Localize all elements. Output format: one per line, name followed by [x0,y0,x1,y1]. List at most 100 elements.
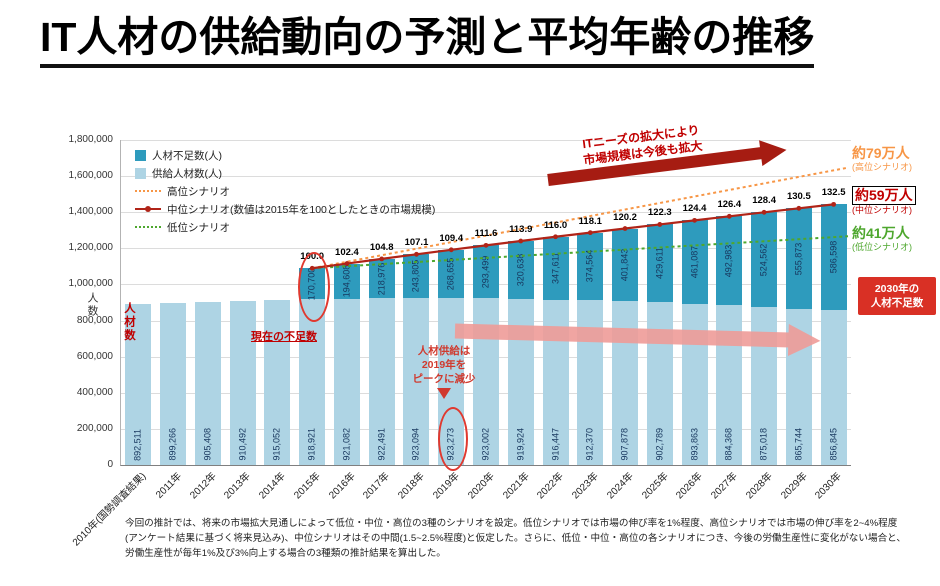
index-value-label: 107.1 [404,237,429,249]
shortage-segment: 374,564 [577,232,604,301]
supply-segment: 923,094 [403,298,430,465]
mid-line-marker [796,205,802,211]
index-value-label: 126.4 [717,199,742,211]
shortage-segment: 347,611 [542,236,569,300]
label-jinzai-su: 人材数 [123,302,135,343]
chart-legend: 人材不足数(人) 供給人材数(人) 高位シナリオ中位シナリオ(数値は2015年を10… [135,146,435,236]
shortage-segment: 320,638 [507,241,534,299]
legend-item: 中位シナリオ(数値は2015年を100としたときの市場規模) [135,200,435,218]
y-axis-title: 人数 [86,292,98,318]
x-axis-label-text: 2019年 [431,470,462,502]
legend-label: 供給人材数(人) [152,167,222,180]
scenario-line-mid [312,203,834,270]
index-labels-layer: 100.0 102.4 104.8 107.1 109.4 111.6 113.9 116.0… [121,140,851,465]
legend-label: 中位シナリオ(数値は2015年を100としたときの市場規模) [167,203,436,216]
legend-swatch [135,206,161,212]
y-tick-label: 1,600,000 [68,170,114,182]
legend-label: 低位シナリオ [167,221,230,234]
x-axis-label-text: 2028年 [744,470,775,502]
x-axis-label-text: 2022年 [535,470,567,502]
scenario-sub-label: (高位シナリオ) [852,161,912,172]
mid-line-marker [761,209,767,215]
mid-line-marker [379,256,385,262]
legend-label: 人材不足数(人) [152,149,222,162]
index-value-label: 130.5 [786,191,811,203]
x-axis-label-text: 2013年 [222,470,254,502]
y-axis-ticks: 0 200,000 400,000 600,000 800,000 1,000,000 1,… [69,134,851,470]
legend-item: 高位シナリオ [135,182,435,200]
legend-label: 高位シナリオ [167,185,230,198]
mid-line-marker [692,217,697,223]
x-axis-label-text: 2016年 [326,470,358,502]
label-high-scenario-value: 約79万人 (高位シナリオ) [852,145,912,173]
index-value-label: 128.4 [752,195,776,207]
bar: 923,094 243,805 [403,140,430,465]
page-title: IT人材の供給動向の予測と平均年齢の推移 [40,14,815,69]
index-value-label: 102.4 [335,246,359,258]
x-axis-label-text: 2029年 [778,470,810,502]
bar: 910,492 [229,140,256,465]
supply-segment: 918,921 [299,299,326,465]
scenario-line-high [312,166,849,270]
shortage-segment: 524,562 [751,212,778,308]
x-axis-label-text: 2011年 [153,470,184,501]
label-mid-scenario-value: 約59万人 (中位シナリオ) [852,186,916,216]
supply-segment: 922,491 [368,298,395,465]
x-axis-label-text: 2018年 [396,470,428,502]
mid-line-marker [726,213,732,219]
gridline [121,212,851,214]
legend-swatch [135,226,161,228]
index-value-label: 116.0 [543,219,568,231]
bar: 899,266 [160,140,187,465]
bar: 905,408 [194,140,221,465]
index-value-label: 120.2 [613,211,637,223]
x-axis-label-text: 2025年 [639,470,671,502]
index-value-label: 104.8 [369,241,394,253]
scenario-sub-label: (中位シナリオ) [852,205,912,216]
shortage-segment: 461,087 [681,220,708,304]
legend-swatch [135,149,146,161]
y-tick-label: 600,000 [76,350,113,362]
x-axis-label-text: 2015年 [292,470,323,502]
mid-line-marker [657,222,663,227]
legend-swatch [135,190,161,192]
x-axis-label-text: 2026年 [674,470,706,502]
mid-line-marker [518,238,524,244]
bar: 921,082 194,608 [333,140,360,465]
index-value-label: 132.5 [821,187,846,199]
chart-plot-area: 0 200,000 400,000 600,000 800,000 1,000,000 1,… [69,134,851,549]
supply-segment: 915,052 [264,299,291,465]
footnote: 今回の推計では、将来の市場拡大見通しによって低位・中位・高位の3種のシナリオを設… [125,518,906,559]
bar: 892,511 [125,140,152,465]
legend-item: 供給人材数(人) [135,164,435,182]
bar: 922,491 218,976 [368,140,395,465]
shortage-segment: 268,655 [438,249,465,299]
y-tick-label: 0 [107,459,113,470]
y-tick-label: 800,000 [76,314,113,326]
label-low-scenario-value: 約41万人 (低位シナリオ) [852,225,912,253]
index-value-label: 122.3 [647,207,672,219]
y-tick-label: 1,400,000 [68,206,114,218]
mid-line-marker [831,201,837,207]
x-axis-label-text: 2012年 [187,470,219,502]
scenario-lines-layer [309,166,849,271]
x-axis-label-text: 2017年 [361,470,393,502]
annotation-current-shortage: 現在の不足数 [251,331,317,343]
x-axis-label-text: 2024年 [605,470,636,502]
y-tick-label: 200,000 [76,422,113,434]
supply-segment: 856,845 [820,310,847,465]
supply-segment: 892,511 [125,303,152,465]
shortage-segment: 429,611 [646,224,673,302]
legend-swatch [135,167,146,179]
highlight-ellipse-2015-shortage [298,252,330,322]
legend-marker-dot [145,206,151,212]
index-value-label: 111.6 [474,228,498,240]
index-value-label: 124.4 [682,203,707,215]
annotation-2030-shortage: 2030年の 人材不足数 [858,277,936,316]
index-value-label: 118.1 [578,215,602,227]
mid-line-marker [344,261,350,266]
index-value-label: 113.9 [509,224,533,235]
x-axis-label-text: 2014年 [257,470,289,502]
x-axis-label-text: 2020年 [466,470,497,502]
